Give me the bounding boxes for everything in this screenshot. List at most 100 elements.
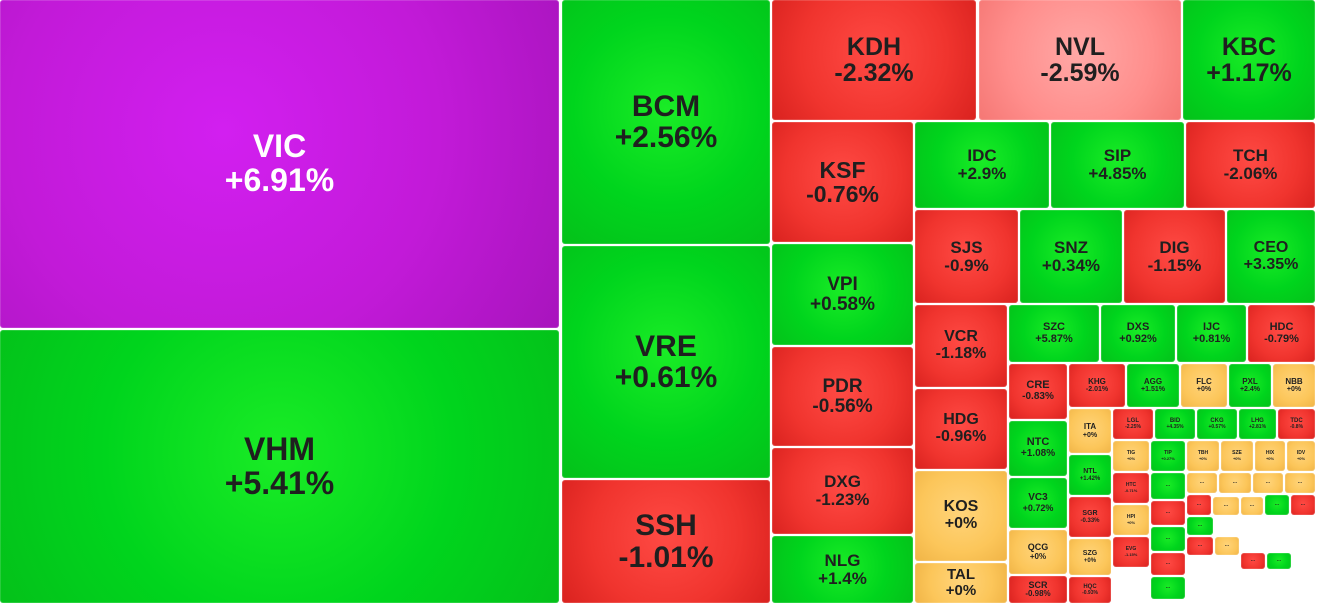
stock-tile-more-68[interactable]: ... (1151, 527, 1185, 551)
stock-tile-kbc[interactable]: KBC +1.17% (1183, 0, 1315, 120)
stock-tile-more-59[interactable]: ... (1219, 473, 1251, 493)
stock-tile-ksf[interactable]: KSF -0.76% (772, 122, 913, 242)
stock-symbol: QCG (1027, 542, 1049, 553)
stock-change: +0% (1232, 455, 1242, 461)
stock-tile-ntl[interactable]: NTL +1.42% (1069, 455, 1111, 495)
stock-tile-vic[interactable]: VIC +6.91% (0, 0, 559, 328)
stock-tile-more-57[interactable]: ... (1151, 473, 1185, 499)
stock-tile-more-75[interactable]: ... (1267, 553, 1291, 569)
stock-symbol: ... (1196, 501, 1202, 508)
stock-tile-pxl[interactable]: PXL +2.4% (1229, 364, 1271, 407)
stock-tile-hix[interactable]: HIX +0% (1255, 441, 1285, 471)
stock-tile-more-62[interactable]: ... (1151, 501, 1185, 525)
stock-tile-ita[interactable]: ITA +0% (1069, 409, 1111, 453)
stock-tile-khg[interactable]: KHG -2.01% (1069, 364, 1125, 407)
stock-change: +0% (1126, 519, 1136, 525)
stock-tile-hdc[interactable]: HDC -0.79% (1248, 305, 1315, 362)
stock-symbol: SCR (1028, 579, 1048, 590)
stock-tile-ckg[interactable]: CKG +0.57% (1197, 409, 1237, 439)
stock-tile-more-64[interactable]: ... (1291, 495, 1315, 515)
stock-tile-nbb[interactable]: NBB +0% (1273, 364, 1315, 407)
stock-tile-lhg[interactable]: LHG +2.81% (1239, 409, 1276, 439)
stock-tile-idc[interactable]: IDC +2.9% (915, 122, 1049, 208)
stock-tile-evg[interactable]: EVG -1.15% (1113, 537, 1149, 567)
stock-tile-kos[interactable]: KOS +0% (915, 471, 1007, 561)
stock-tile-dxs[interactable]: DXS +0.92% (1101, 305, 1175, 362)
stock-tile-tig[interactable]: TIG +0% (1113, 441, 1149, 471)
stock-tile-more-60[interactable]: ... (1253, 473, 1283, 493)
stock-tile-hqc[interactable]: HQC -0.93% (1069, 577, 1111, 603)
stock-tile-more-67[interactable]: ... (1241, 497, 1263, 515)
stock-symbol: SNZ (1054, 237, 1088, 257)
stock-symbol: CKG (1210, 418, 1224, 425)
stock-tile-kdh[interactable]: KDH -2.32% (772, 0, 976, 120)
stock-tile-tip[interactable]: TIP +0.27% (1151, 441, 1185, 471)
stock-tile-sgr[interactable]: SGR -0.33% (1069, 497, 1111, 537)
stock-symbol: HIX (1265, 450, 1275, 457)
stock-tile-more-58[interactable]: ... (1187, 473, 1217, 493)
stock-tile-nvl[interactable]: NVL -2.59% (979, 0, 1181, 120)
stock-change: -1.15% (1124, 551, 1138, 557)
stock-tile-htc[interactable]: HTC -0.71% (1113, 473, 1149, 503)
stock-tile-scr[interactable]: SCR -0.98% (1009, 576, 1067, 603)
stock-tile-sip[interactable]: SIP +4.85% (1051, 122, 1184, 208)
stock-tile-tdc[interactable]: TDC -0.8% (1278, 409, 1315, 439)
stock-tile-more-63[interactable]: ... (1265, 495, 1289, 515)
stock-tile-more-61[interactable]: ... (1285, 473, 1315, 493)
stock-tile-tbh[interactable]: TBH +0% (1187, 441, 1219, 471)
stock-tile-more-72[interactable]: ... (1151, 553, 1185, 575)
stock-change: -0.76% (806, 181, 879, 207)
stock-tile-vc3[interactable]: VC3 +0.72% (1009, 478, 1067, 528)
stock-symbol: SGR (1082, 510, 1098, 518)
stock-tile-nlg[interactable]: NLG +1.4% (772, 536, 913, 603)
stock-symbol: IJC (1202, 320, 1221, 333)
stock-tile-cre[interactable]: CRE -0.83% (1009, 364, 1067, 419)
stock-tile-sze[interactable]: SZE +0% (1221, 441, 1253, 471)
stock-tile-szc[interactable]: SZC +5.87% (1009, 305, 1099, 362)
stock-tile-tal[interactable]: TAL +0% (915, 563, 1007, 603)
stock-change: -0.96% (935, 428, 987, 445)
stock-tile-szg[interactable]: SZG +0% (1069, 539, 1111, 575)
stock-tile-bcm[interactable]: BCM +2.56% (562, 0, 770, 244)
stock-change: +4.85% (1088, 164, 1147, 183)
stock-tile-vhm[interactable]: VHM +5.41% (0, 330, 559, 603)
stock-tile-qcg[interactable]: QCG +0% (1009, 530, 1067, 574)
stock-tile-more-69[interactable]: ... (1187, 517, 1213, 535)
stock-tile-snz[interactable]: SNZ +0.34% (1020, 210, 1122, 303)
stock-symbol: HDC (1269, 320, 1294, 333)
stock-tile-more-71[interactable]: ... (1215, 537, 1239, 555)
stock-tile-more-74[interactable]: ... (1241, 553, 1265, 569)
stock-tile-idv[interactable]: IDV +0% (1287, 441, 1315, 471)
stock-tile-dxg[interactable]: DXG -1.23% (772, 448, 913, 534)
stock-tile-more-73[interactable]: ... (1151, 577, 1185, 599)
stock-tile-hpi[interactable]: HPI +0% (1113, 505, 1149, 535)
stock-tile-ceo[interactable]: CEO +3.35% (1227, 210, 1315, 303)
stock-change: -2.01% (1085, 386, 1109, 394)
stock-tile-vre[interactable]: VRE +0.61% (562, 246, 770, 478)
stock-tile-more-66[interactable]: ... (1213, 497, 1239, 515)
stock-tile-flc[interactable]: FLC +0% (1181, 364, 1227, 407)
stock-tile-bid[interactable]: BID +4.35% (1155, 409, 1195, 439)
stock-tile-dig[interactable]: DIG -1.15% (1124, 210, 1225, 303)
stock-tile-ssh[interactable]: SSH -1.01% (562, 480, 770, 603)
stock-change: +0.92% (1119, 332, 1157, 345)
stock-tile-agg[interactable]: AGG +1.51% (1127, 364, 1179, 407)
stock-tile-pdr[interactable]: PDR -0.56% (772, 347, 913, 446)
stock-symbol: BID (1169, 418, 1181, 425)
stock-tile-vcr[interactable]: VCR -1.18% (915, 305, 1007, 387)
stock-tile-ntc[interactable]: NTC +1.08% (1009, 421, 1067, 476)
stock-tile-tch[interactable]: TCH -2.06% (1186, 122, 1315, 208)
stock-symbol: ... (1165, 482, 1171, 489)
stock-tile-sjs[interactable]: SJS -0.9% (915, 210, 1018, 303)
stock-tile-vpi[interactable]: VPI +0.58% (772, 244, 913, 345)
stock-tile-lgl[interactable]: LGL -2.25% (1113, 409, 1153, 439)
stock-tile-more-70[interactable]: ... (1187, 537, 1213, 555)
stock-symbol: AGG (1143, 376, 1163, 386)
stock-change: +0% (1029, 551, 1047, 561)
stock-symbol: TIP (1164, 450, 1172, 457)
stock-tile-hdg[interactable]: HDG -0.96% (915, 389, 1007, 469)
stock-symbol: HPI (1126, 514, 1136, 521)
stock-tile-more-65[interactable]: ... (1187, 495, 1211, 515)
stock-tile-ijc[interactable]: IJC +0.81% (1177, 305, 1246, 362)
